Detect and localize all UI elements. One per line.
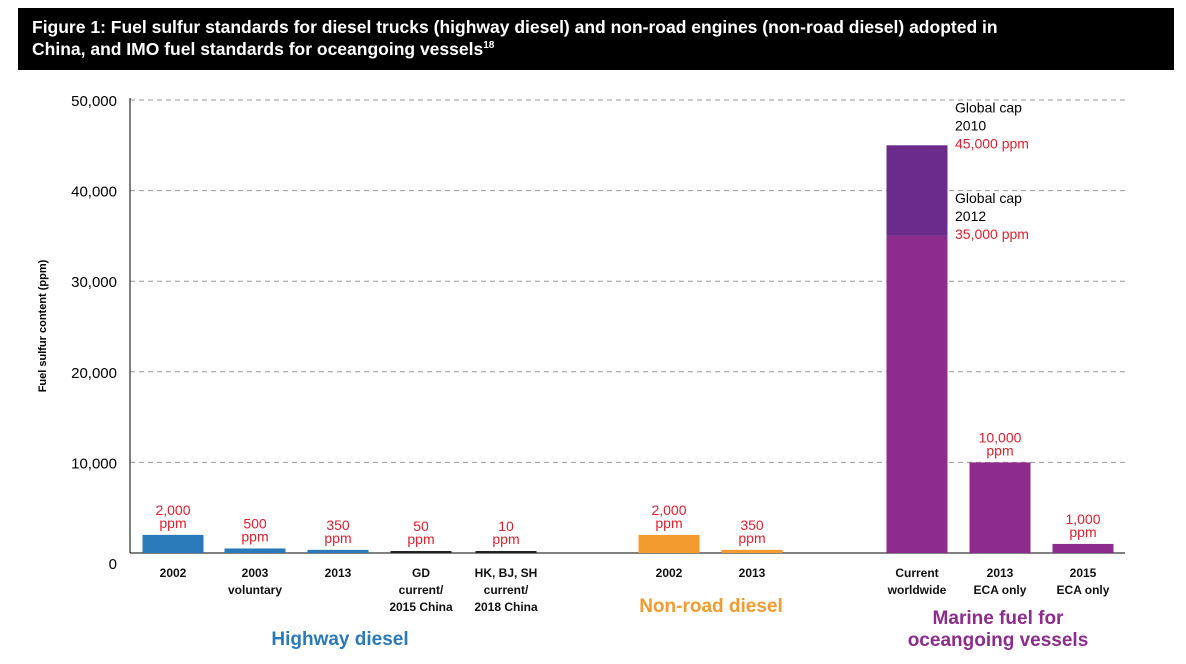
x-tick-label: 2015 China [389,600,453,614]
group-label: Non-road diesel [639,596,783,617]
y-axis-label: Fuel sulfur content (ppm) [37,259,49,392]
data-label: ppm [986,442,1013,458]
figure-title-bar: Figure 1: Fuel sulfur standards for dies… [18,8,1174,70]
x-tick-label: 2015 [1070,566,1097,580]
data-label: ppm [738,530,765,546]
figure-title: Figure 1: Fuel sulfur standards for dies… [32,16,1160,60]
bar-stack-top [886,145,948,236]
data-label: 500 [243,515,267,531]
x-tick-label: voluntary [228,583,282,597]
x-tick-label: 2002 [160,566,187,580]
figure-title-line2: China, and IMO fuel standards for oceang… [32,39,484,59]
x-tick-label: 2013 [739,566,766,580]
bar [390,551,452,553]
x-tick-label: 2013 [987,566,1014,580]
x-tick-label: 2018 China [474,600,538,614]
figure-title-footnote: 18 [483,40,495,52]
bar [886,235,948,553]
group-label: oceangoing vessels [908,630,1089,651]
x-tick-label: GD [412,566,430,580]
y-tick-label: 20,000 [71,365,117,382]
bar [1052,543,1114,553]
bar [307,549,369,553]
y-tick-label: 50,000 [71,93,117,110]
y-tick-label: 0 [109,556,117,573]
data-label: 2,000 [651,502,686,518]
x-tick-label: current/ [484,583,529,597]
x-tick-label: ECA only [1057,583,1110,597]
annotation-label: 2010 [955,117,986,133]
data-label: ppm [159,515,186,531]
data-label: 350 [326,517,350,533]
x-tick-label: worldwide [887,583,947,597]
data-label: 10 [498,518,514,534]
data-label: 1,000 [1065,511,1100,527]
x-tick-label: 2013 [325,566,352,580]
data-label: 2,000 [155,502,190,518]
data-label: ppm [1069,524,1096,540]
annotation-label: Global cap [955,99,1022,115]
x-tick-label: ECA only [974,583,1027,597]
annotation-label: 2012 [955,208,986,224]
bar [142,534,204,553]
x-tick-label: 2003 [242,566,269,580]
y-tick-label: 40,000 [71,184,117,201]
group-label: Highway diesel [271,629,408,650]
x-tick-label: 2002 [656,566,683,580]
y-tick-label: 30,000 [71,274,117,291]
data-label: 50 [413,518,429,534]
annotation-value: 45,000 ppm [955,135,1029,151]
data-label: 10,000 [979,429,1022,445]
annotation-value: 35,000 ppm [955,226,1029,242]
data-label: 350 [740,517,764,533]
bar [224,548,286,553]
data-label: ppm [324,530,351,546]
annotation-label: Global cap [955,190,1022,206]
y-tick-label: 10,000 [71,455,117,472]
figure-title-line1: Figure 1: Fuel sulfur standards for dies… [32,17,998,37]
x-tick-label: Current [895,566,938,580]
bar [969,462,1031,553]
data-label: ppm [492,531,519,547]
bar [638,534,700,553]
data-label: ppm [407,531,434,547]
x-tick-label: current/ [399,583,444,597]
data-label: ppm [655,515,682,531]
x-tick-label: HK, BJ, SH [475,566,538,580]
data-label: ppm [241,528,268,544]
bar [721,549,783,553]
bar [475,551,537,553]
group-label: Marine fuel for [933,608,1065,629]
